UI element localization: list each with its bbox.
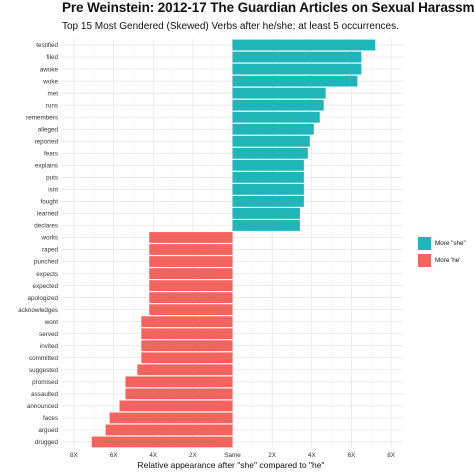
bar-committed xyxy=(141,352,233,364)
bar-declares xyxy=(232,220,300,231)
bars xyxy=(91,39,376,448)
category-label-assaulted: assaulted xyxy=(31,391,58,398)
x-tick-label: 8X xyxy=(387,452,396,459)
legend-item-he: More 'he' xyxy=(418,252,466,268)
bar-acknowledges xyxy=(149,304,233,316)
legend-label-she: More "she" xyxy=(435,239,466,247)
bar-awoke xyxy=(232,63,362,75)
bar-promised xyxy=(125,376,233,388)
bar-raped xyxy=(149,244,233,255)
category-label-fought: fought xyxy=(40,199,58,206)
chart-subtitle: Top 15 Most Gendered (Skewed) Verbs afte… xyxy=(62,21,399,32)
category-label-met: met xyxy=(48,90,59,97)
category-label-learned: learned xyxy=(37,211,59,218)
category-label-drugged: drugged xyxy=(35,439,59,446)
category-label-punched: punched xyxy=(34,259,59,266)
bar-expected xyxy=(149,280,233,292)
category-label-announced: announced xyxy=(27,403,59,410)
bar-isnt xyxy=(232,183,304,195)
bar-reported xyxy=(232,135,310,147)
category-label-woke: woke xyxy=(42,78,58,85)
x-tick-label: 8X xyxy=(70,452,79,459)
category-label-isnt: isnt xyxy=(48,187,58,194)
category-label-remembers: remembers xyxy=(26,114,58,121)
category-label-declares: declares xyxy=(34,223,58,230)
category-label-raped: raped xyxy=(42,247,59,254)
legend-swatch-he xyxy=(418,253,431,267)
category-label-served: served xyxy=(39,331,58,338)
category-label-argued: argued xyxy=(38,427,58,434)
bar-suggested xyxy=(137,364,233,376)
x-tick-label: 2X xyxy=(268,452,277,459)
bar-runs xyxy=(232,99,324,111)
x-tick-label: Same xyxy=(224,452,241,459)
bar-explains xyxy=(232,159,304,171)
category-label-committed: committed xyxy=(29,355,59,362)
category-label-expects: expects xyxy=(36,271,58,278)
category-label-explains: explains xyxy=(35,163,58,170)
category-label-awoke: awoke xyxy=(40,66,59,73)
bar-fought xyxy=(232,195,304,207)
bar-invited xyxy=(141,340,233,352)
category-label-promised: promised xyxy=(32,379,58,386)
bar-testified xyxy=(232,39,376,51)
category-label-fears: fears xyxy=(44,150,58,157)
bar-apologized xyxy=(149,292,233,304)
bar-learned xyxy=(232,208,300,219)
bar-drugged xyxy=(91,436,233,448)
x-tick-label: 2X xyxy=(189,452,198,459)
bar-fears xyxy=(232,147,308,159)
category-label-testified: testified xyxy=(36,42,58,49)
bar-remembers xyxy=(232,111,320,123)
chart-title: Pre Weinstein: 2012-17 The Guardian Arti… xyxy=(62,0,474,15)
category-label-puts: puts xyxy=(46,175,58,182)
legend-item-she: More "she" xyxy=(418,235,466,251)
category-label-works: works xyxy=(41,235,58,242)
bar-announced xyxy=(119,400,233,412)
legend-label-he: More 'he' xyxy=(435,256,461,264)
category-label-apologized: apologized xyxy=(28,295,59,302)
bar-works xyxy=(149,232,233,243)
category-label-expected: expected xyxy=(32,283,58,290)
bar-punched xyxy=(149,256,233,267)
bar-faces xyxy=(109,412,233,424)
bar-filed xyxy=(232,51,362,63)
bar-expects xyxy=(149,268,233,279)
x-axis-title: Relative appearance after "she" compared… xyxy=(138,460,325,470)
x-tick-labels: 8X 6X 4X 2X Same 2X 4X 6X 8X xyxy=(70,452,396,459)
category-label-runs: runs xyxy=(46,102,58,109)
legend: More "she" More 'he' xyxy=(418,235,466,269)
bar-argued xyxy=(105,424,233,436)
bar-served xyxy=(141,328,233,340)
category-label-acknowledges: acknowledges xyxy=(18,307,58,314)
category-label-faces: faces xyxy=(43,415,58,422)
bar-wont xyxy=(141,316,233,328)
x-tick-label: 6X xyxy=(348,452,357,459)
legend-swatch-she xyxy=(418,236,431,250)
x-tick-label: 4X xyxy=(149,452,158,459)
category-label-suggested: suggested xyxy=(29,367,59,374)
bar-alleged xyxy=(232,123,314,135)
bar-assaulted xyxy=(125,388,233,400)
category-label-wont: wont xyxy=(44,319,59,326)
category-label-filed: filed xyxy=(46,54,58,61)
bar-puts xyxy=(232,171,304,183)
bar-met xyxy=(232,87,326,99)
x-tick-label: 4X xyxy=(308,452,317,459)
category-labels: testified filed awoke woke met runs remembers a… xyxy=(18,42,58,446)
category-label-invited: invited xyxy=(40,343,59,350)
category-label-alleged: alleged xyxy=(38,126,59,133)
category-label-reported: reported xyxy=(35,138,59,145)
x-tick-label: 6X xyxy=(110,452,119,459)
bar-woke xyxy=(232,75,358,87)
